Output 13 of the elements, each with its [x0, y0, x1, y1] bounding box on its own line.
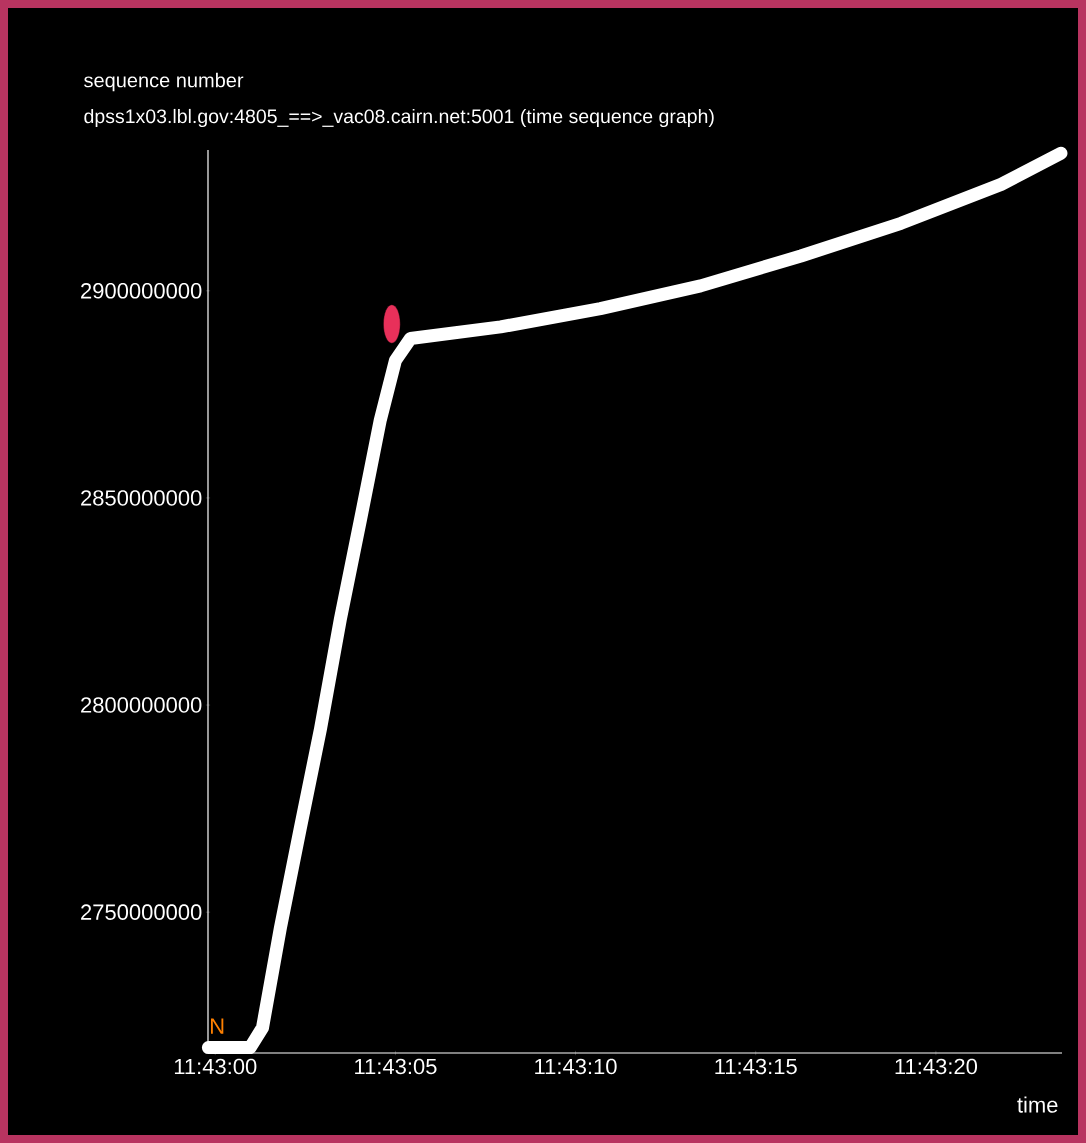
y-axis-title: sequence number [84, 72, 244, 92]
x-tick-label: 11:43:10 [535, 1058, 617, 1075]
x-tick-label: 11:43:15 [715, 1058, 797, 1075]
y-tick-label: 2800000000 [81, 697, 202, 713]
chart-title: dpss1x03.lbl.gov:4805_==>_vac08.cairn.net:5001 (time sequence graph) [84, 108, 714, 128]
y-tick-label: 2750000000 [81, 904, 202, 920]
y-tick-label: 2850000000 [81, 490, 202, 506]
x-tick-label: 11:43:05 [355, 1058, 437, 1075]
y-tick-label: 2900000000 [81, 283, 202, 299]
annotation: N [211, 1018, 224, 1034]
x-tick-label: 11:43:00 [174, 1058, 257, 1075]
x-tick-label: 11:43:20 [895, 1058, 978, 1075]
x-axis-title: time [1017, 1096, 1058, 1113]
